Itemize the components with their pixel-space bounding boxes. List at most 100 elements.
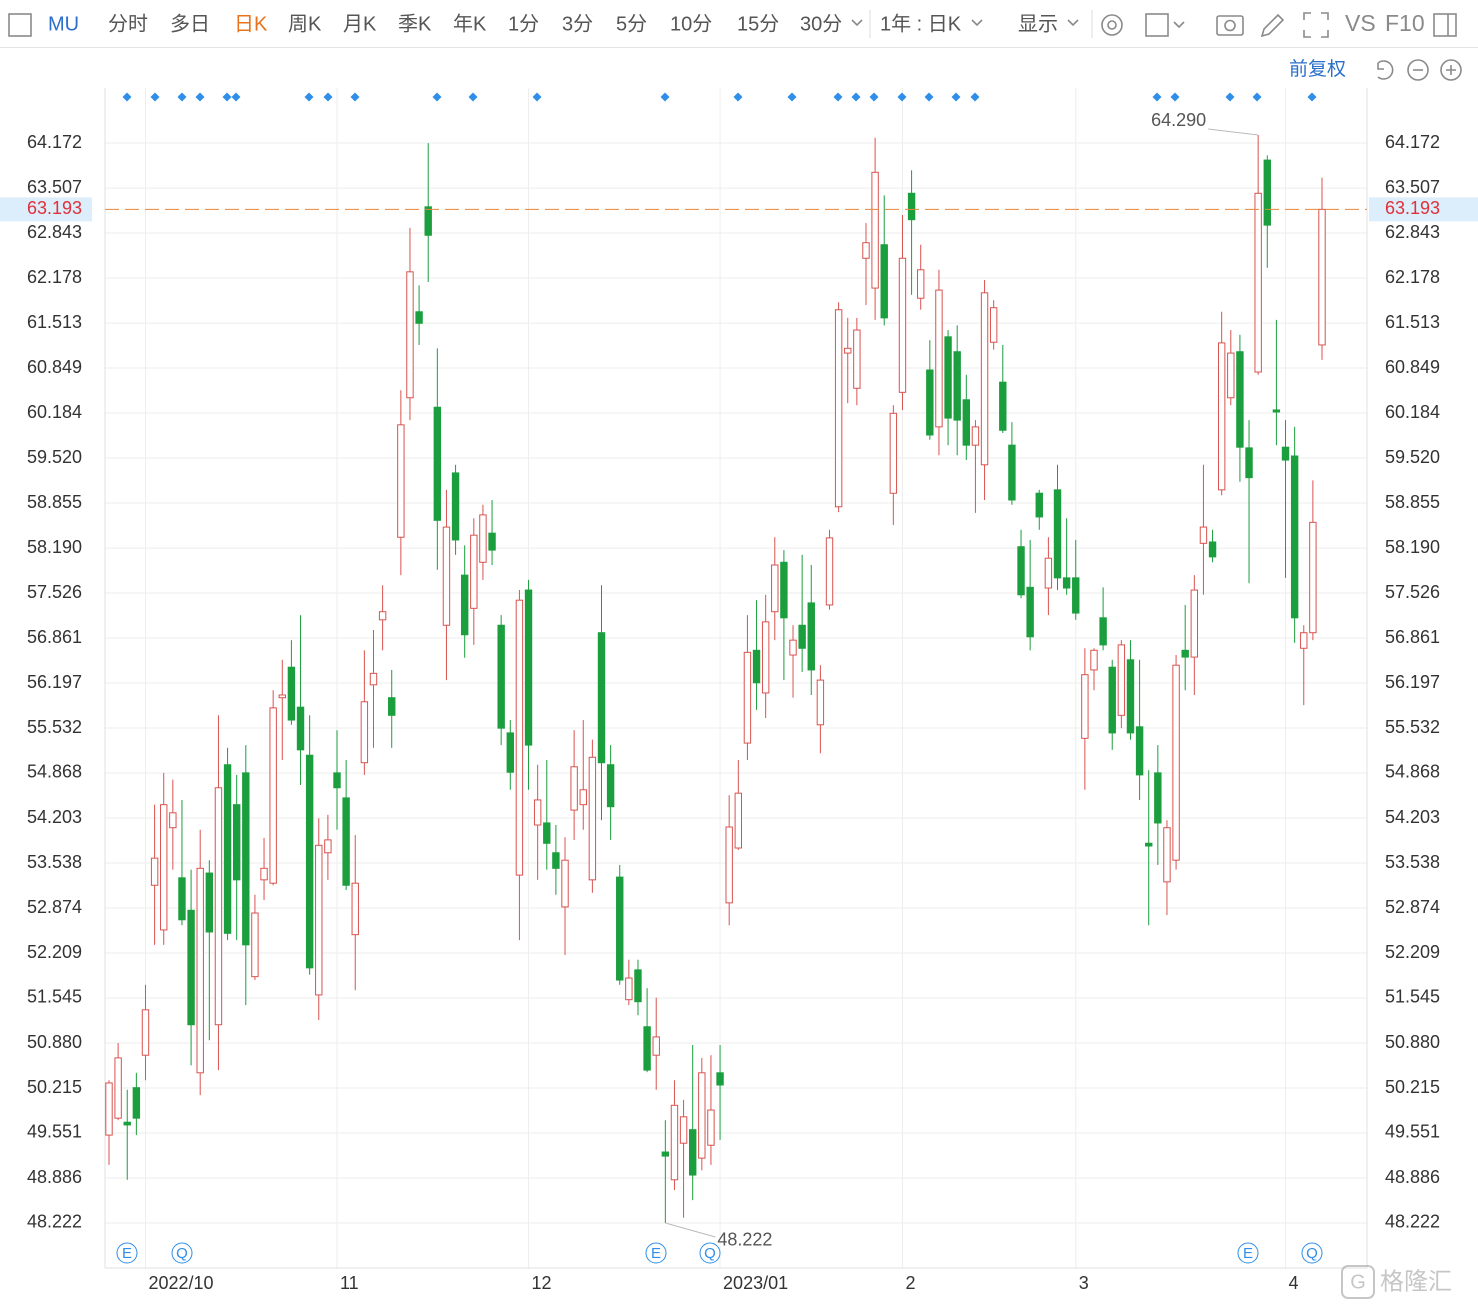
candle-body [1053, 489, 1062, 579]
candle-body [1190, 589, 1199, 658]
diamond[interactable] [869, 92, 879, 102]
pencil-icon[interactable] [1260, 13, 1285, 38]
event-circle[interactable] [1237, 1242, 1259, 1264]
diamond[interactable] [1252, 92, 1262, 102]
fullscreen-icon[interactable] [1303, 12, 1329, 38]
period[interactable]: 周K [288, 13, 322, 35]
y-tick-label: 55.532 [27, 717, 82, 737]
candle-body [406, 271, 414, 399]
candle-body [305, 754, 314, 969]
y-tick-label-right: 50.880 [1385, 1032, 1440, 1052]
candle-body [1044, 557, 1053, 589]
candle-body [524, 589, 533, 746]
y-tick-label: 61.513 [27, 312, 82, 332]
diamond[interactable] [1170, 92, 1180, 102]
compare-button[interactable]: VS [1345, 10, 1376, 36]
diamond[interactable] [323, 92, 333, 102]
diamond[interactable] [970, 92, 980, 102]
candle-body [552, 852, 560, 869]
zoom-in-icon[interactable] [1440, 59, 1462, 81]
period[interactable]: 分时 [108, 12, 148, 35]
diamond[interactable] [733, 92, 743, 102]
period[interactable]: 多日 [170, 12, 210, 35]
diamond[interactable] [1225, 92, 1235, 102]
candle-body [1072, 577, 1080, 614]
shape-icon[interactable] [1145, 13, 1169, 37]
diamond[interactable] [1152, 92, 1162, 102]
adjust-mode[interactable]: 前复权 [1289, 58, 1346, 80]
candle-body [661, 1151, 670, 1157]
diamond[interactable] [350, 92, 360, 102]
y-tick-label: 60.184 [27, 402, 82, 422]
y-tick-label-right: 52.209 [1385, 942, 1440, 962]
period[interactable]: 30分 [800, 12, 842, 35]
candle-body [533, 799, 542, 826]
zoom-out-icon[interactable] [1407, 59, 1429, 81]
candle-body [397, 424, 405, 538]
diamond[interactable] [1307, 92, 1317, 102]
candle-body [789, 639, 797, 656]
diamond[interactable] [787, 92, 797, 102]
diamond[interactable] [468, 92, 478, 102]
period[interactable]: 月K [343, 13, 377, 35]
candle-body [917, 269, 925, 299]
candle-body [734, 792, 743, 849]
period[interactable]: 季K [398, 12, 432, 35]
f10-button[interactable]: F10 [1385, 10, 1425, 36]
diamond[interactable] [231, 92, 241, 102]
diamond[interactable] [951, 92, 961, 102]
watermark-text: 格隆汇 [1380, 1268, 1452, 1295]
menu-icon[interactable] [8, 13, 32, 37]
diamond[interactable] [897, 92, 907, 102]
y-tick-label-right: 50.215 [1385, 1077, 1440, 1097]
diamond[interactable] [150, 92, 160, 102]
range-select[interactable]: 1年 : 日K [880, 12, 962, 35]
diamond[interactable] [222, 92, 232, 102]
candle-body [1318, 208, 1326, 346]
diamond[interactable] [304, 92, 314, 102]
symbol[interactable]: MU [48, 13, 79, 35]
candle-body [798, 624, 806, 649]
candle-body [980, 292, 989, 466]
diamond[interactable] [660, 92, 670, 102]
candle-body [132, 1087, 141, 1119]
diamond[interactable] [924, 92, 934, 102]
event-circle[interactable] [699, 1242, 721, 1264]
diamond[interactable] [432, 92, 442, 102]
event-circle[interactable] [116, 1242, 138, 1264]
candle-body [515, 599, 524, 876]
candle-body [114, 1057, 122, 1119]
period[interactable]: 1分 [508, 12, 539, 35]
y-tick-label: 54.868 [27, 762, 82, 782]
candle-body [670, 1104, 679, 1181]
period[interactable]: 年K [453, 12, 487, 35]
period-selected[interactable]: 日K [234, 13, 268, 35]
event-circle[interactable] [171, 1242, 193, 1264]
diamond[interactable] [851, 92, 861, 102]
period[interactable]: 15分 [737, 12, 779, 35]
candle-body [1062, 577, 1071, 589]
candle-body [944, 336, 952, 419]
diamond[interactable] [195, 92, 205, 102]
period[interactable]: 5分 [616, 12, 647, 35]
display-select[interactable]: 显示 [1018, 13, 1058, 35]
candle-body [907, 192, 916, 221]
period[interactable]: 3分 [562, 12, 593, 35]
period[interactable]: 10分 [670, 12, 712, 35]
panel-icon[interactable] [1433, 13, 1457, 37]
event-circle[interactable] [645, 1242, 667, 1264]
event-circle[interactable] [1301, 1242, 1323, 1264]
candle-body [871, 171, 879, 289]
candle-body [169, 812, 177, 829]
candle-body [880, 244, 888, 319]
camera-icon[interactable] [1216, 15, 1244, 36]
event-label: Q [1306, 1245, 1318, 1262]
diamond[interactable] [122, 92, 132, 102]
candle-body [1245, 447, 1253, 479]
settings-icon[interactable] [1101, 14, 1123, 36]
y-tick-label: 60.849 [27, 357, 82, 377]
diamond[interactable] [177, 92, 187, 102]
diamond[interactable] [532, 92, 542, 102]
diamond[interactable] [833, 92, 843, 102]
undo-icon[interactable] [1377, 60, 1394, 80]
